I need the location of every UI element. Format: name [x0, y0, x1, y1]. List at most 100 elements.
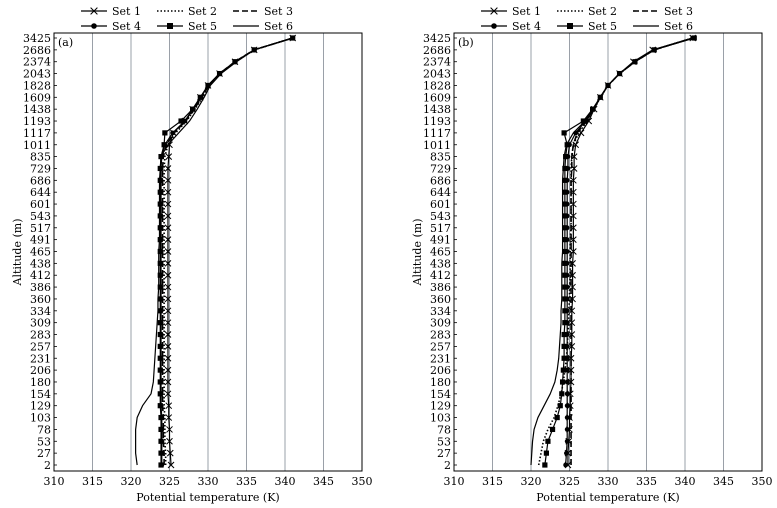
panel-a-legend-marker-1-b: [90, 7, 98, 15]
panel-a-y-tick-label: 1117: [23, 127, 51, 140]
panel-b-y-tick-label: 1828: [423, 79, 451, 92]
panel-b-series-5-marker: [562, 260, 568, 266]
panel-b-y-tick-label: 543: [430, 210, 451, 223]
panel-b-series-5-marker: [562, 308, 568, 314]
panel-a-series-1-marker-b: [164, 295, 172, 303]
panel-b-y-tick-label: 206: [430, 364, 451, 377]
panel-a-legend-marker-4: [91, 23, 97, 29]
panel-b-series-5-marker: [691, 35, 697, 41]
panel-b-series-5-marker: [562, 237, 568, 243]
panel-a-series-1-marker-b: [164, 165, 172, 172]
panel-a-series-1-marker: [165, 153, 173, 160]
panel-a-y-tick-label: 1193: [23, 115, 51, 128]
panel-a-y-tick-label: 644: [30, 186, 51, 199]
panel-a-series-5-marker: [157, 284, 163, 290]
panel-b-series-line-2: [537, 37, 693, 466]
panel-a-series-1-marker-b: [164, 319, 172, 327]
panel-a-series-1-marker: [164, 236, 172, 243]
panel-b-y-tick-label: 78: [437, 423, 451, 436]
panel-b-y-tick-label: 1438: [423, 103, 451, 116]
panel-a-x-axis-label: Potential temperature (K): [136, 491, 279, 504]
panel-b-series-5-marker: [554, 414, 560, 421]
panel-a-series-5-marker: [157, 355, 163, 361]
panel-b-series-5-marker: [559, 379, 566, 385]
panel-b-legend-label-5: Set 5: [588, 20, 617, 33]
panel-a-series-5-marker: [158, 462, 164, 468]
panel-a-x-tick-label: 350: [352, 475, 373, 488]
panel-b-series: [530, 34, 697, 469]
panel-b-legend-label-6: Set 6: [664, 20, 693, 33]
panel-a-series-5-marker: [157, 213, 163, 219]
panel-b-x-tick-label: 350: [752, 475, 773, 488]
panel-a-series-1-marker-b: [164, 200, 172, 208]
panel-a-x-tick-label: 340: [275, 475, 296, 488]
panel-b-y-tick-label: 2043: [423, 68, 451, 81]
panel-a-y-tick-label: 78: [37, 423, 51, 436]
panel-a-legend: Set 1 Set 2 Set 3 Set 4 Set 5 Set 6: [81, 5, 293, 33]
panel-b-series-line-3: [570, 37, 693, 465]
panel-b-series-5-marker: [562, 213, 568, 219]
panel-b-series-5-marker: [562, 201, 568, 207]
panel-a-y-tick-label: 231: [30, 352, 51, 365]
panel-a-series-line-5: [159, 37, 293, 465]
panel-a-x-tick-label: 320: [121, 475, 142, 488]
panel-b-x-tick-label: 340: [675, 475, 696, 488]
panel-a-series-1-marker-b: [164, 271, 172, 279]
panel-a-series-1-marker-b: [164, 390, 172, 398]
panel-a-series-5-marker: [157, 296, 163, 302]
panel-b-series-1-marker-b: [577, 129, 585, 137]
panel-a-series-1-marker-b: [165, 402, 173, 410]
panel-a-legend-label-1: Set 1: [112, 5, 141, 18]
panel-b-y-tick-label: 491: [430, 234, 451, 247]
panel-a-series-1-marker: [164, 307, 172, 315]
panel-a-series-5-marker: [205, 82, 211, 89]
panel-a-legend-label-4: Set 4: [112, 20, 141, 33]
panel-b-series-1-marker: [568, 319, 576, 327]
panel-b-legend-label-2: Set 2: [588, 5, 617, 18]
panel-a-series-1-marker-b: [164, 331, 172, 338]
panel-a-series-1-marker-b: [166, 426, 173, 433]
panel-b-series-5-marker: [562, 296, 568, 302]
panel-a-series-1-marker: [164, 343, 172, 350]
panel-a-series-5-marker: [232, 59, 238, 65]
panel-b-y-tick-label: 180: [430, 376, 451, 389]
panel-b-legend-label-4: Set 4: [512, 20, 541, 33]
panel-a-series-1-marker: [166, 437, 173, 445]
panel-a-series-1-marker-b: [164, 236, 172, 243]
panel-a-series-1-marker-b: [164, 248, 172, 255]
panel-a-y-tick-label: 543: [30, 210, 51, 223]
panel-a-series-5-marker: [158, 414, 164, 421]
panel-a-x-tick-label: 325: [159, 475, 180, 488]
panel-a-series-1-marker-b: [167, 461, 175, 469]
panel-b-grid: [492, 33, 724, 471]
panel-b-y-tick-label: 257: [430, 340, 451, 353]
panel-b-x-tick-label: 315: [482, 475, 503, 488]
panel-b-y-tick-label: 729: [430, 162, 451, 175]
panel-b-series-5-marker: [564, 142, 570, 148]
panel-a-series-1-marker: [164, 224, 172, 232]
panel-b-series-1-marker-b: [568, 319, 576, 327]
panel-b-series-5-marker: [562, 284, 568, 290]
panel-b-legend-marker-1-b: [490, 7, 498, 15]
panel-a-series: [135, 34, 297, 469]
panel-a-series-1-marker-b: [166, 449, 174, 457]
panel-b-series-4-marker: [564, 367, 570, 373]
panel-b-series-1-marker-b: [570, 165, 578, 172]
panel-a-series-1-marker: [164, 295, 172, 303]
panel-b-y-axis-label: Altitude (m): [411, 219, 424, 287]
panel-b-series-4-marker: [564, 450, 569, 456]
panel-a-series-1-marker: [164, 390, 172, 398]
panel-a-series-5-marker: [157, 201, 163, 207]
panel-a-y-tick-label: 2: [44, 459, 51, 472]
panel-a-series-1-marker-b: [164, 354, 172, 362]
panel-a-series-5-marker: [158, 438, 164, 444]
panel-a-series-line-2: [163, 37, 293, 465]
panel-b-y-tick-label: 231: [430, 352, 451, 365]
panel-a-y-tick-label: 257: [30, 340, 51, 353]
panel-a-legend-marker-1: [90, 7, 98, 15]
panel-b-series-line-6: [530, 37, 693, 466]
panel-a-series-1-marker: [164, 319, 172, 327]
panel-b-y-tick-label: 644: [430, 186, 451, 199]
panel-a-y-tick-label: 3425: [23, 32, 51, 45]
